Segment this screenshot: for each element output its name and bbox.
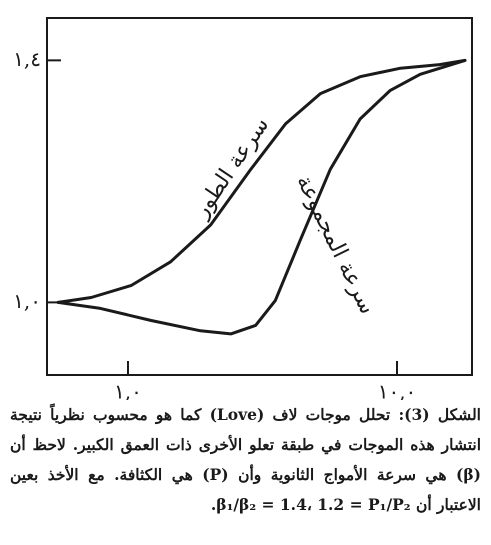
y-tick-label: ١,٠ bbox=[13, 289, 41, 313]
series-label: سرعة الطور bbox=[188, 113, 274, 223]
plot-frame bbox=[46, 17, 473, 376]
y-tick-label: ١,٤ bbox=[13, 47, 41, 71]
series-label: سرعة المجموعة bbox=[291, 171, 380, 318]
caption: الشكل (3): تحلل موجات لاف (Love) كما هو … bbox=[10, 405, 481, 514]
series-line bbox=[56, 58, 467, 336]
x-tick-label: ١٠,٠ bbox=[378, 380, 417, 401]
x-tick-label: ١,٠ bbox=[114, 380, 142, 401]
series-line bbox=[56, 58, 467, 304]
